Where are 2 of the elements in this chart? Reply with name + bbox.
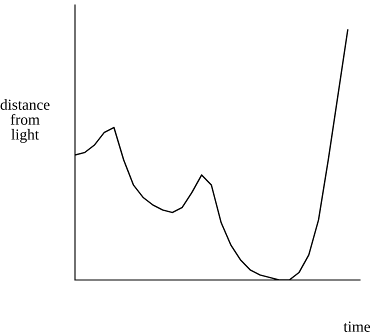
x-axis-title: time [344, 322, 370, 332]
y-axis-title: distance from light [0, 99, 50, 143]
